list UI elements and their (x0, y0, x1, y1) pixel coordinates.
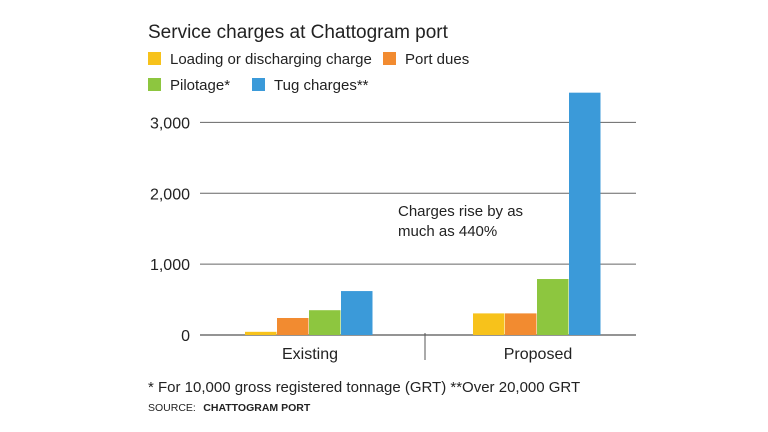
y-tick-label: 3,000 (150, 115, 190, 132)
bars (245, 92, 601, 335)
annotation-line-2: much as 440% (398, 223, 497, 240)
y-tick-label: 0 (181, 328, 190, 345)
source-value: CHATTOGRAM PORT (203, 402, 311, 414)
legend-label: Tug charges** (274, 77, 369, 94)
legend: Loading or discharging charge Port dues Pi… (148, 51, 469, 94)
legend-label: Pilotage* (170, 77, 230, 94)
legend-swatch (148, 52, 161, 65)
bar (505, 313, 537, 335)
bar (569, 92, 601, 335)
legend-swatch (252, 78, 265, 91)
annotation-line-1: Charges rise by as (398, 203, 523, 220)
bar (537, 279, 569, 335)
legend-label: Loading or discharging charge (170, 51, 372, 68)
source-label: SOURCE: (148, 402, 196, 414)
x-category-label: Proposed (504, 346, 573, 363)
legend-label: Port dues (405, 51, 469, 68)
y-axis: 0 1,000 2,000 3,000 (150, 115, 190, 345)
footnote: * For 10,000 gross registered tonnage (G… (148, 379, 580, 396)
source-line: SOURCE: CHATTOGRAM PORT (148, 398, 311, 415)
legend-swatch (148, 78, 161, 91)
y-tick-label: 1,000 (150, 257, 190, 274)
chart-title: Service charges at Chattogram port (148, 22, 449, 43)
bar (473, 313, 505, 335)
bar (341, 291, 373, 335)
bar (245, 331, 277, 335)
x-category-label: Existing (282, 346, 338, 363)
y-tick-label: 2,000 (150, 186, 190, 203)
legend-swatch (383, 52, 396, 65)
x-axis: Existing Proposed (282, 333, 572, 363)
bar (277, 317, 309, 335)
bar (309, 310, 341, 335)
